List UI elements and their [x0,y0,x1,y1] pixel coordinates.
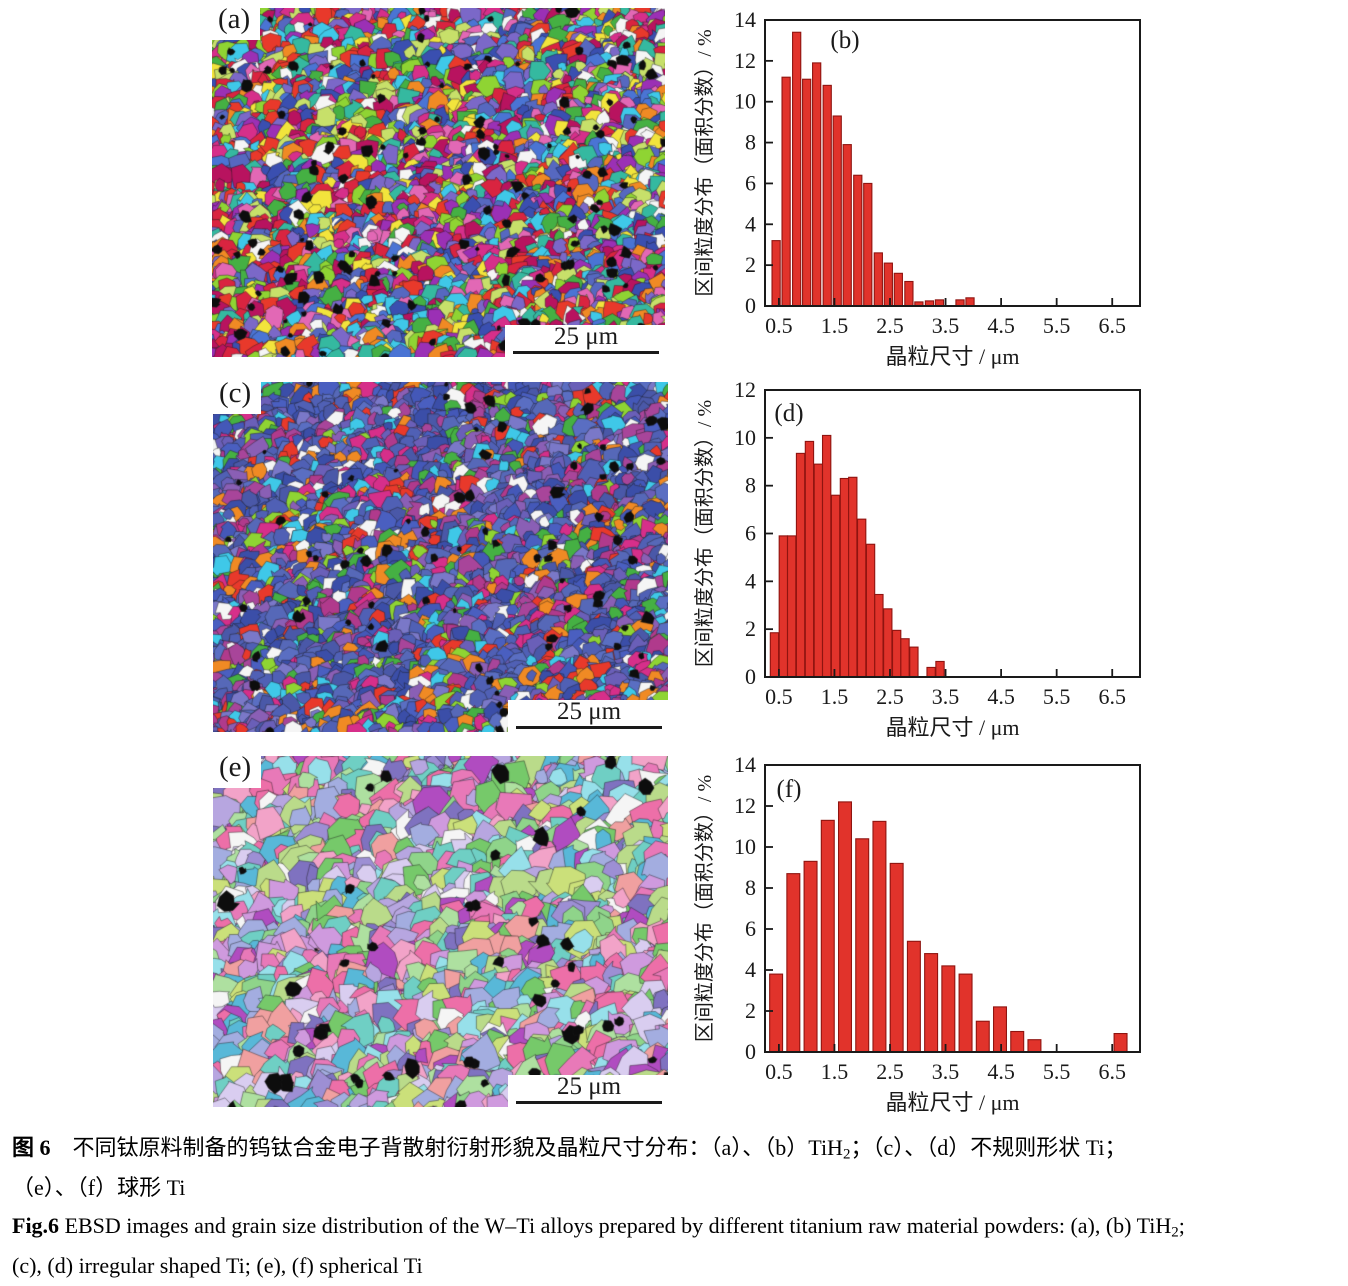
histogram-b: 0.5 1.5 2.5 3.5 4.5 5.5 6.5 0 2 4 6 8 10 12 14 晶粒尺寸 / μ… [693,7,1141,369]
svg-text:2.5: 2.5 [876,313,904,338]
svg-text:12: 12 [734,377,756,402]
svg-text:4: 4 [745,957,756,982]
svg-text:2: 2 [745,998,756,1023]
caption-en-figure-number: Fig.6 [12,1213,60,1238]
ebsd-map-c [213,382,668,732]
svg-text:0: 0 [745,664,756,689]
svg-text:1.5: 1.5 [821,684,849,709]
svg-text:区间粒度分布（面积分数）/ %: 区间粒度分布（面积分数）/ % [693,29,716,296]
svg-text:3.5: 3.5 [932,684,960,709]
svg-text:4: 4 [745,568,756,593]
svg-text:0.5: 0.5 [765,684,793,709]
svg-text:5.5: 5.5 [1043,313,1071,338]
svg-text:8: 8 [745,130,756,155]
svg-text:0.5: 0.5 [765,313,793,338]
svg-text:5.5: 5.5 [1043,1059,1071,1084]
ebsd-panel-a: (a) 25 μm [212,2,667,359]
caption-en-text: EBSD images and grain size distribution … [59,1213,1172,1238]
caption-en-line2: (c), (d) irregular shaped Ti; (e), (f) s… [12,1252,1338,1281]
caption-zh-figure-number: 图 6 [12,1135,51,1160]
svg-text:12: 12 [734,48,756,73]
svg-text:8: 8 [745,473,756,498]
svg-text:1.5: 1.5 [821,313,849,338]
caption-en-line1: Fig.6 EBSD images and grain size distrib… [12,1212,1338,1243]
svg-text:8: 8 [745,875,756,900]
caption-en-text3: (c), (d) irregular shaped Ti; (e), (f) s… [12,1253,423,1278]
panel-label-a: (a) [212,2,261,40]
svg-text:0: 0 [745,293,756,318]
svg-text:(f): (f) [777,776,802,803]
svg-text:6.5: 6.5 [1098,313,1126,338]
svg-text:6: 6 [745,916,756,941]
ebsd-panel-c: (c) 25 μm [213,376,670,734]
svg-text:4.5: 4.5 [987,313,1015,338]
panel-label-e: (e) [213,750,262,788]
svg-text:区间粒度分布（面积分数）/ %: 区间粒度分布（面积分数）/ % [693,775,716,1042]
scale-bar-e: 25 μm [508,1073,670,1109]
svg-text:4: 4 [745,211,756,236]
caption-zh-text2: ；（c）、（d）不规则形状 Ti； [850,1135,1127,1160]
svg-text:6.5: 6.5 [1098,1059,1126,1084]
svg-text:区间粒度分布（面积分数）/ %: 区间粒度分布（面积分数）/ % [693,400,716,667]
svg-text:6: 6 [745,521,756,546]
svg-text:晶粒尺寸 / μm: 晶粒尺寸 / μm [885,715,1019,740]
svg-text:晶粒尺寸 / μm: 晶粒尺寸 / μm [885,1090,1019,1115]
caption-zh-text: 不同钛原料制备的钨钛合金电子背散射衍射形貌及晶粒尺寸分布：（a）、（b）TiH [50,1135,843,1160]
svg-text:5.5: 5.5 [1043,684,1071,709]
svg-text:6.5: 6.5 [1098,684,1126,709]
svg-text:0.5: 0.5 [765,1059,793,1084]
caption-en-subscript: 2 [1171,1224,1179,1241]
svg-text:(b): (b) [830,27,859,54]
svg-text:10: 10 [734,425,756,450]
caption-zh-text3: （e）、（f）球形 Ti [12,1175,186,1200]
panel-label-c: (c) [213,376,262,414]
svg-text:14: 14 [734,752,756,777]
svg-text:2.5: 2.5 [876,684,904,709]
scale-bar-line-e [516,1101,662,1104]
scale-bar-label-c: 25 μm [556,698,622,725]
scale-bar-line-c [516,726,662,729]
caption-zh-line2: （e）、（f）球形 Ti [12,1174,1338,1203]
svg-text:4.5: 4.5 [987,684,1015,709]
svg-text:12: 12 [734,793,756,818]
histogram-d: 0.5 1.5 2.5 3.5 4.5 5.5 6.5 0 2 4 6 8 10 12 晶粒尺寸 / μm 区… [693,377,1141,740]
svg-text:6: 6 [745,170,756,195]
svg-text:2.5: 2.5 [876,1059,904,1084]
histogram-f: 0.5 1.5 2.5 3.5 4.5 5.5 6.5 0 2 4 6 8 10 12 14 晶粒尺寸 / μ… [693,752,1141,1115]
svg-text:2: 2 [745,252,756,277]
ebsd-map-a [212,8,665,357]
scale-bar-label-a: 25 μm [553,323,619,350]
svg-text:1.5: 1.5 [821,1059,849,1084]
svg-text:4.5: 4.5 [987,1059,1015,1084]
svg-text:10: 10 [734,834,756,859]
caption-zh-line1: 图 6 不同钛原料制备的钨钛合金电子背散射衍射形貌及晶粒尺寸分布：（a）、（b）… [12,1134,1338,1165]
svg-text:(d): (d) [774,400,803,427]
caption-zh-subscript: 2 [842,1146,851,1163]
svg-text:3.5: 3.5 [932,313,960,338]
svg-text:10: 10 [734,89,756,114]
scale-bar-c: 25 μm [508,698,670,734]
svg-text:3.5: 3.5 [932,1059,960,1084]
svg-text:14: 14 [734,7,756,32]
ebsd-map-e [213,756,668,1107]
ebsd-panel-e: (e) 25 μm [213,750,670,1109]
scale-bar-line-a [513,351,659,354]
scale-bar-label-e: 25 μm [556,1073,622,1100]
scale-bar-a: 25 μm [505,323,667,359]
svg-text:0: 0 [745,1039,756,1064]
caption-en-text2: ; [1178,1213,1185,1238]
svg-text:2: 2 [745,616,756,641]
svg-text:晶粒尺寸 / μm: 晶粒尺寸 / μm [885,344,1019,369]
